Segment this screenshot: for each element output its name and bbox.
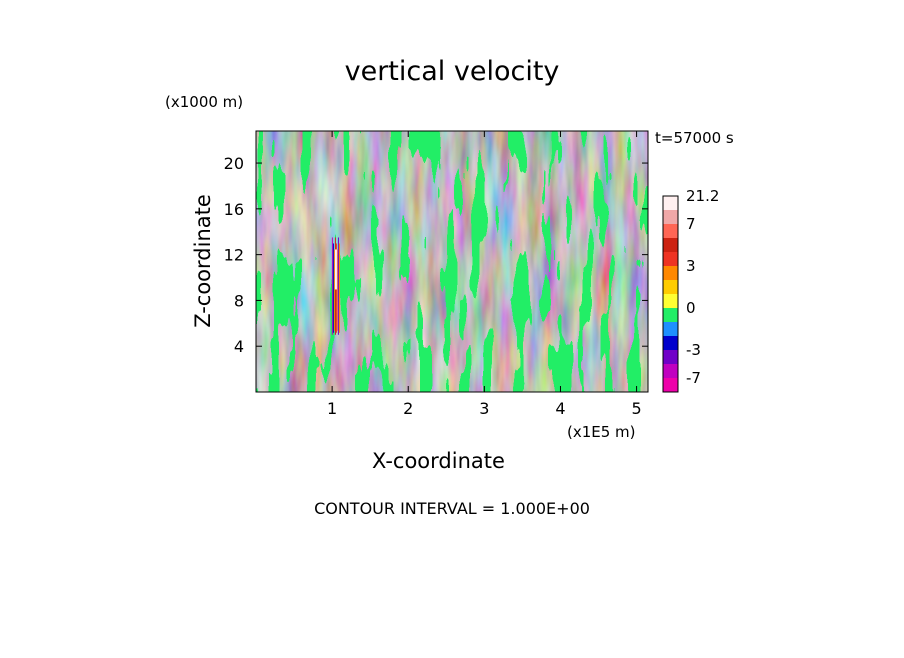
x-tick-label: 1 <box>327 399 337 418</box>
colorbar-label: -7 <box>686 369 701 387</box>
colorbar-bin <box>663 350 678 364</box>
x-tick-label: 3 <box>479 399 489 418</box>
plot-axes <box>255 130 649 393</box>
colorbar-bin <box>663 378 678 392</box>
colorbar-label: 0 <box>686 299 696 317</box>
colorbar-bin <box>663 238 678 252</box>
updraft-core-band <box>337 237 339 335</box>
time-label: t=57000 s <box>655 129 734 147</box>
y-axis-label: Z-coordinate <box>191 194 215 328</box>
colorbar-bin <box>663 280 678 294</box>
x-tick-label: 4 <box>555 399 565 418</box>
colorbar-bin <box>663 266 678 280</box>
colorbar-label: 3 <box>686 257 696 275</box>
colorbar: 21.2 7 3 0 -3 -7 <box>662 187 719 393</box>
colorbar-bin <box>663 336 678 350</box>
chart-title: vertical velocity <box>344 56 560 87</box>
colorbar-bin <box>663 196 678 210</box>
y-tick-label: 20 <box>224 154 244 173</box>
velocity-field <box>256 131 648 392</box>
colorbar-label: 7 <box>686 215 696 233</box>
y-tick-label: 12 <box>224 246 244 265</box>
field-positive-regions <box>256 131 648 392</box>
y-tick-label: 4 <box>234 337 244 356</box>
updraft-core-band <box>336 249 338 331</box>
colorbar-bin <box>663 252 678 266</box>
colorbar-label: 21.2 <box>686 187 719 205</box>
updraft-core-max <box>334 249 337 290</box>
x-tick-label: 5 <box>631 399 641 418</box>
updraft-core-band <box>338 243 340 333</box>
colorbar-bin <box>663 294 678 308</box>
colorbar-frame <box>662 195 679 393</box>
colorbar-bin <box>663 364 678 378</box>
x-tick-label: 2 <box>403 399 413 418</box>
updraft-core-band <box>333 249 335 331</box>
z-unit-label: (x1000 m) <box>165 93 244 111</box>
x-axis-label: X-coordinate <box>372 449 505 473</box>
colorbar-label: -3 <box>686 341 701 359</box>
updraft-core-band <box>331 237 333 335</box>
contour-interval-note: CONTOUR INTERVAL = 1.000E+00 <box>314 499 590 518</box>
x-unit-label: (x1E5 m) <box>567 423 636 441</box>
colorbar-bin <box>663 224 678 238</box>
colorbar-bin <box>663 210 678 224</box>
y-tick-label: 16 <box>224 200 244 219</box>
y-tick-label: 8 <box>234 291 244 310</box>
updraft-core-band <box>332 243 334 333</box>
colorbar-bin <box>663 322 678 336</box>
plot-frame <box>255 130 649 393</box>
colorbar-bin <box>663 308 678 322</box>
